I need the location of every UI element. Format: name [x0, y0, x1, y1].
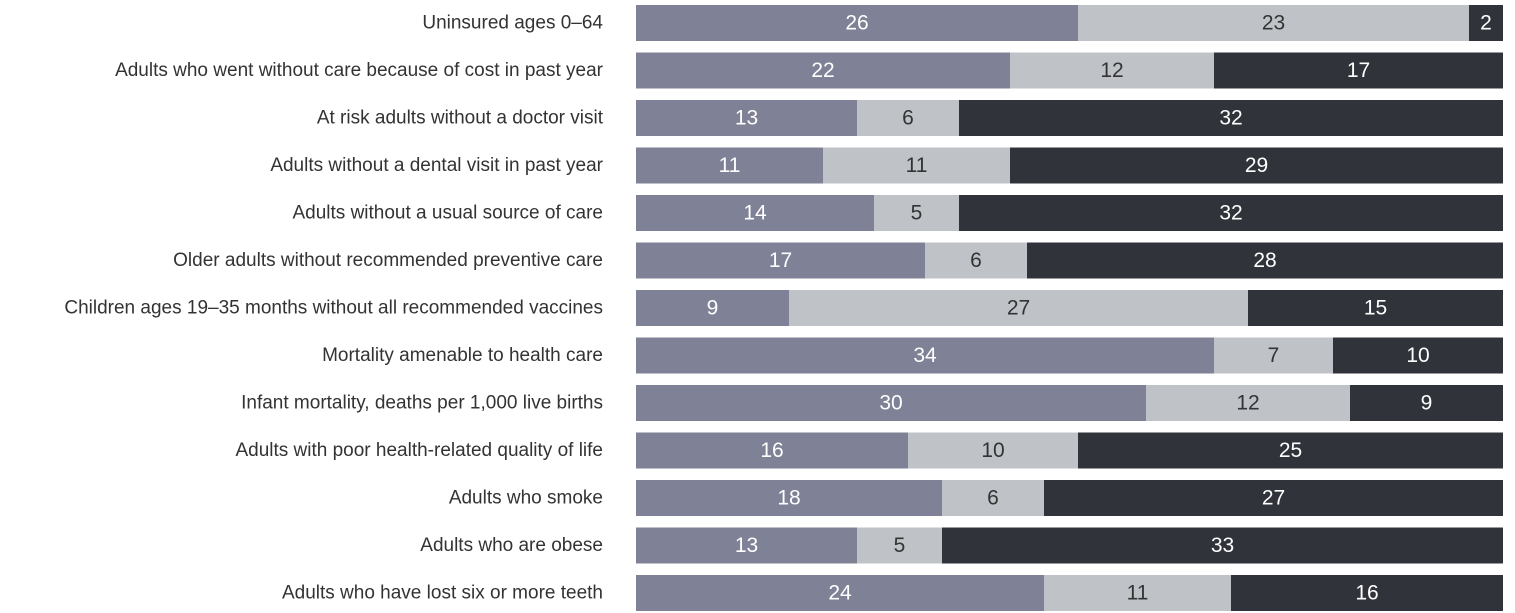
value-label: 12	[1236, 392, 1259, 415]
value-label: 34	[913, 344, 937, 367]
category-label: Adults who have lost six or more teeth	[282, 583, 603, 604]
bar-segment	[1333, 337, 1503, 374]
value-label: 24	[828, 582, 852, 605]
bar-segment	[857, 527, 942, 564]
value-label: 11	[906, 154, 928, 177]
bar-segment	[908, 432, 1078, 469]
value-label: 10	[981, 439, 1004, 462]
bar-segment	[1214, 52, 1503, 89]
bar-segment	[636, 100, 857, 136]
bar-segment	[1044, 480, 1503, 516]
bar-segment	[636, 242, 925, 279]
category-label: Infant mortality, deaths per 1,000 live …	[241, 393, 603, 414]
bar-segment	[1010, 52, 1214, 89]
bar-segment	[874, 195, 959, 231]
bar-segment	[1078, 5, 1469, 41]
value-label: 2	[1480, 12, 1492, 35]
value-label: 29	[1245, 154, 1268, 177]
bar-segment	[636, 385, 1146, 421]
bar-segment	[1044, 575, 1231, 611]
value-label: 5	[894, 534, 906, 557]
bar-segment	[636, 432, 908, 469]
bar-segment	[959, 100, 1503, 136]
category-label: Uninsured ages 0–64	[422, 13, 603, 34]
value-label: 6	[970, 249, 982, 272]
bar-segment	[959, 195, 1503, 231]
category-label: At risk adults without a doctor visit	[317, 108, 604, 129]
category-label: Adults without a usual source of care	[292, 203, 603, 224]
value-label: 9	[707, 297, 719, 320]
value-label: 25	[1279, 439, 1302, 462]
value-label: 15	[1364, 297, 1387, 320]
bar-segment	[1231, 575, 1503, 611]
value-label: 12	[1100, 59, 1123, 82]
bar-segment	[636, 290, 789, 326]
category-label: Children ages 19–35 months without all r…	[64, 298, 603, 319]
bar-segment	[636, 575, 1044, 611]
value-label: 7	[1268, 344, 1280, 367]
value-label: 27	[1007, 297, 1030, 320]
bar-segment	[1027, 242, 1503, 279]
value-label: 22	[811, 59, 834, 82]
category-label: Adults who are obese	[420, 535, 603, 556]
bar-segment	[1469, 5, 1503, 41]
value-label: 18	[777, 487, 800, 510]
bar-segment	[636, 147, 823, 184]
bar-segment	[636, 527, 857, 564]
value-label: 23	[1262, 12, 1285, 35]
bar-segment	[789, 290, 1248, 326]
value-label: 28	[1253, 249, 1276, 272]
bar-segment	[1146, 385, 1350, 421]
bar-segment	[1010, 147, 1503, 184]
category-label: Adults who smoke	[449, 488, 603, 509]
value-label: 11	[719, 154, 741, 177]
bar-segment	[925, 242, 1027, 279]
value-label: 13	[735, 534, 758, 557]
value-label: 26	[845, 12, 868, 35]
bar-segment	[636, 52, 1010, 89]
value-label: 30	[879, 392, 902, 415]
value-label: 6	[987, 487, 999, 510]
bar-segment	[942, 480, 1044, 516]
bar-segment	[1214, 337, 1333, 374]
category-label: Adults with poor health-related quality …	[235, 440, 603, 461]
value-label: 17	[1347, 59, 1370, 82]
value-label: 27	[1262, 487, 1285, 510]
value-label: 11	[1127, 582, 1149, 605]
value-label: 33	[1211, 534, 1234, 557]
category-label: Mortality amenable to health care	[322, 345, 603, 366]
value-label: 16	[1355, 582, 1378, 605]
bar-segment	[636, 337, 1214, 374]
category-label: Older adults without recommended prevent…	[173, 250, 603, 271]
value-label: 13	[735, 107, 758, 130]
bar-segment	[1078, 432, 1503, 469]
bar-segment	[823, 147, 1010, 184]
category-label: Adults without a dental visit in past ye…	[270, 155, 603, 176]
value-label: 16	[760, 439, 783, 462]
bar-segment	[636, 5, 1078, 41]
bar-segment	[1350, 385, 1503, 421]
value-label: 32	[1219, 107, 1242, 130]
value-label: 17	[769, 249, 792, 272]
value-label: 9	[1421, 392, 1433, 415]
bar-segment	[1248, 290, 1503, 326]
bar-segment	[636, 480, 942, 516]
value-label: 32	[1219, 202, 1242, 225]
bar-segment	[636, 195, 874, 231]
value-label: 14	[743, 202, 767, 225]
category-label: Adults who went without care because of …	[115, 60, 604, 81]
bar-segment	[857, 100, 959, 136]
value-label: 6	[902, 107, 914, 130]
value-label: 10	[1406, 344, 1429, 367]
bar-segment	[942, 527, 1503, 564]
value-label: 5	[911, 202, 923, 225]
